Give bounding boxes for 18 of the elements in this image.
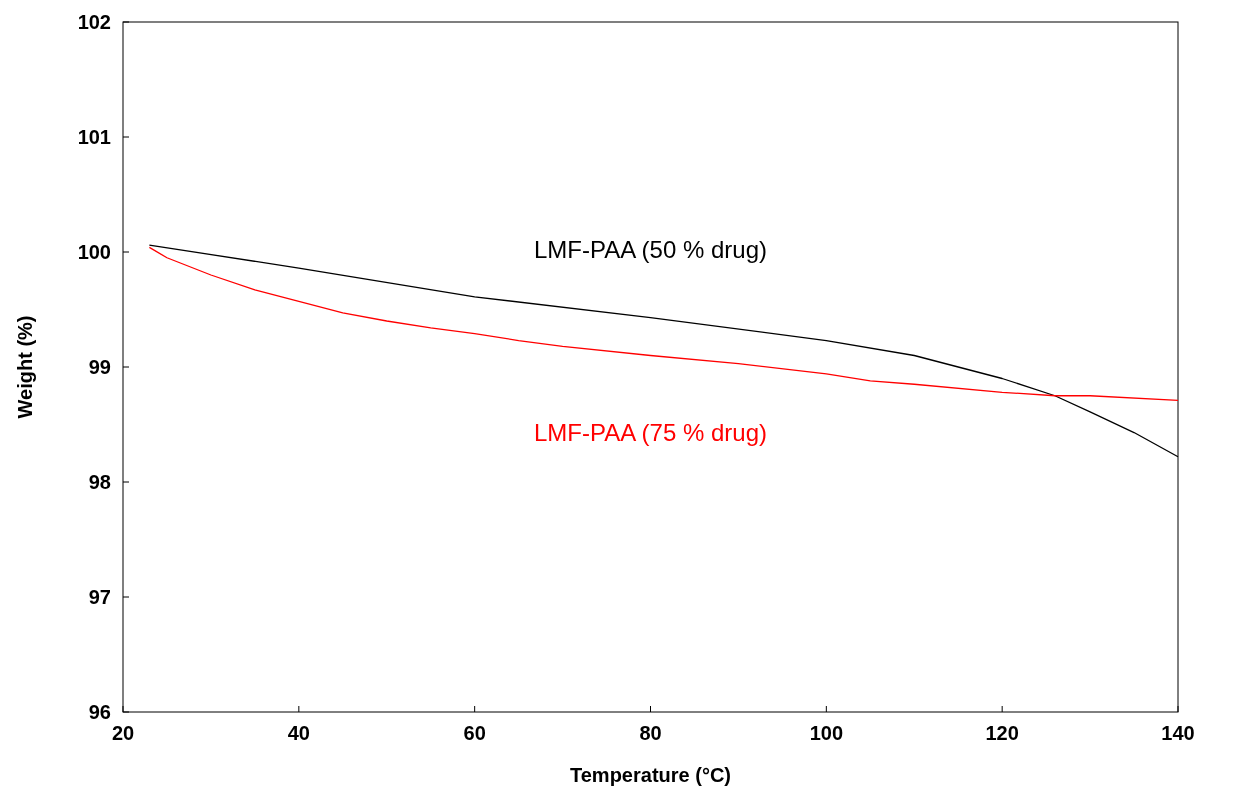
y-tick-label: 100 [77,241,111,263]
x-tick-label: 120 [985,722,1019,744]
x-tick-label: 20 [111,722,135,744]
text: LMF-PAA (75 % drug) [534,418,767,446]
x-tick-label: 140 [1161,722,1195,744]
y-tick-label: 99 [88,356,111,378]
y-tick-label: 101 [77,126,111,148]
y-tick-label: 98 [88,471,111,493]
y-tick-label: 96 [88,701,111,723]
x-axis-title: Temperature (°C) [570,764,731,786]
x-tick-label: 40 [287,722,310,744]
y-tick-label: 102 [77,11,111,33]
x-tick-label: 80 [639,722,662,744]
series-label: LMF-PAA (50 % drug) [534,235,767,263]
x-tick-label: 100 [809,722,844,744]
x-tick-label: 60 [463,722,486,744]
y-tick-label: 97 [88,586,111,608]
y-axis-title: Weight (%) [14,315,36,419]
